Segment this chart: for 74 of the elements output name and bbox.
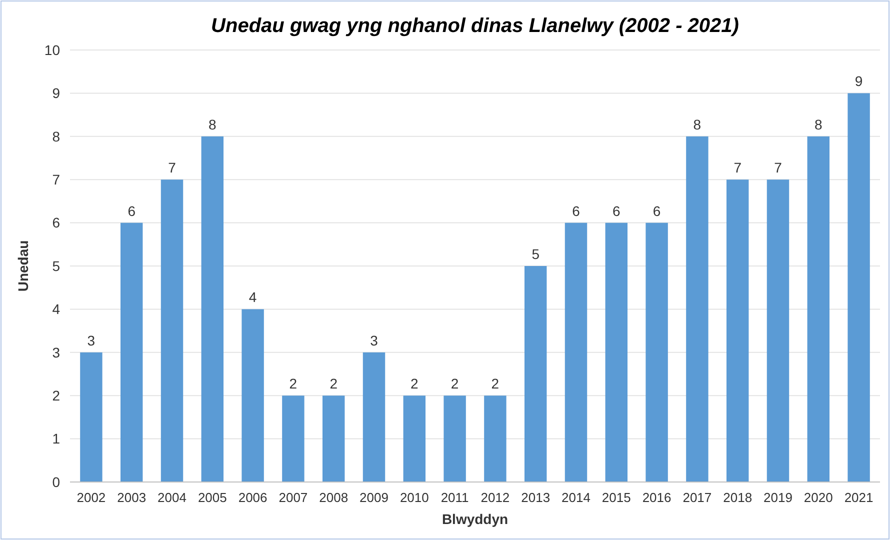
x-tick-label: 2006 — [238, 490, 268, 505]
x-tick-label: 2005 — [198, 490, 227, 505]
x-axis-title: Blwyddyn — [442, 511, 508, 527]
data-label: 3 — [87, 332, 96, 348]
y-tick-label: 3 — [52, 344, 60, 360]
data-label: 6 — [652, 202, 661, 219]
x-tick-label: 2015 — [602, 490, 631, 505]
data-label: 9 — [854, 73, 863, 90]
data-label: 6 — [612, 202, 620, 219]
x-tick-label: 2007 — [278, 490, 308, 505]
data-label: 5 — [532, 246, 540, 262]
y-axis-title: Unedau — [15, 240, 31, 292]
x-tick-label: 2010 — [400, 490, 429, 505]
data-label: 2 — [450, 376, 459, 392]
bar — [848, 93, 870, 482]
x-tick-label: 2008 — [319, 490, 348, 505]
y-tick-label: 4 — [52, 301, 60, 318]
y-tick-label: 9 — [52, 85, 60, 102]
data-label: 8 — [693, 116, 702, 132]
x-tick-label: 2004 — [158, 490, 186, 505]
x-tick-label: 2009 — [360, 490, 388, 505]
bar — [160, 180, 184, 482]
x-tick-label: 2019 — [764, 490, 792, 505]
x-tick-label: 2011 — [440, 490, 469, 505]
bar — [362, 352, 386, 482]
x-tick-label: 2017 — [682, 490, 712, 505]
bar — [120, 222, 143, 482]
bar — [322, 396, 345, 482]
data-label: 2 — [289, 376, 298, 392]
bar — [726, 180, 749, 482]
data-label: 7 — [774, 160, 782, 176]
bar — [686, 136, 708, 482]
x-tick-label: 2003 — [117, 490, 146, 505]
bar — [80, 352, 102, 482]
y-tick-label: 8 — [52, 128, 60, 144]
data-label: 7 — [734, 160, 742, 176]
y-tick-label: 1 — [52, 430, 60, 447]
y-tick-label: 6 — [52, 214, 60, 231]
data-label: 3 — [370, 332, 378, 348]
chart-title: Unedau gwag yng nghanol dinas Llanelwy (2002 - 2021) — [211, 15, 740, 37]
bar — [242, 309, 264, 482]
bar — [282, 396, 304, 482]
data-label: 2 — [330, 376, 338, 392]
x-tick-label: 2013 — [521, 490, 550, 505]
x-tick-label: 2002 — [76, 490, 106, 505]
x-tick-label: 2020 — [804, 490, 833, 505]
data-label: 7 — [168, 160, 176, 176]
x-tick-label: 2014 — [562, 490, 590, 505]
bar — [201, 136, 224, 482]
bar — [766, 180, 790, 482]
x-tick-label: 2016 — [642, 490, 672, 505]
y-tick-label: 10 — [44, 42, 60, 58]
bar — [605, 222, 628, 482]
data-label: 6 — [128, 202, 136, 219]
data-label: 6 — [572, 202, 580, 219]
bar — [646, 222, 668, 482]
data-label: 2 — [410, 376, 419, 392]
data-label: 2 — [491, 376, 500, 392]
x-tick-label: 2018 — [723, 490, 752, 505]
x-tick-label: 2012 — [480, 490, 510, 505]
bar — [807, 136, 830, 482]
bar — [524, 266, 547, 482]
y-tick-label: 0 — [52, 474, 60, 490]
bar — [444, 396, 466, 482]
data-label: 8 — [814, 116, 822, 132]
y-tick-label: 5 — [52, 258, 60, 274]
bar — [403, 396, 426, 482]
y-tick-label: 7 — [52, 172, 60, 188]
data-label: 4 — [248, 289, 257, 306]
data-label: 8 — [208, 116, 217, 132]
y-tick-label: 2 — [52, 388, 60, 404]
x-tick-label: 2021 — [844, 490, 874, 505]
bar — [484, 396, 506, 482]
bar — [564, 222, 588, 482]
